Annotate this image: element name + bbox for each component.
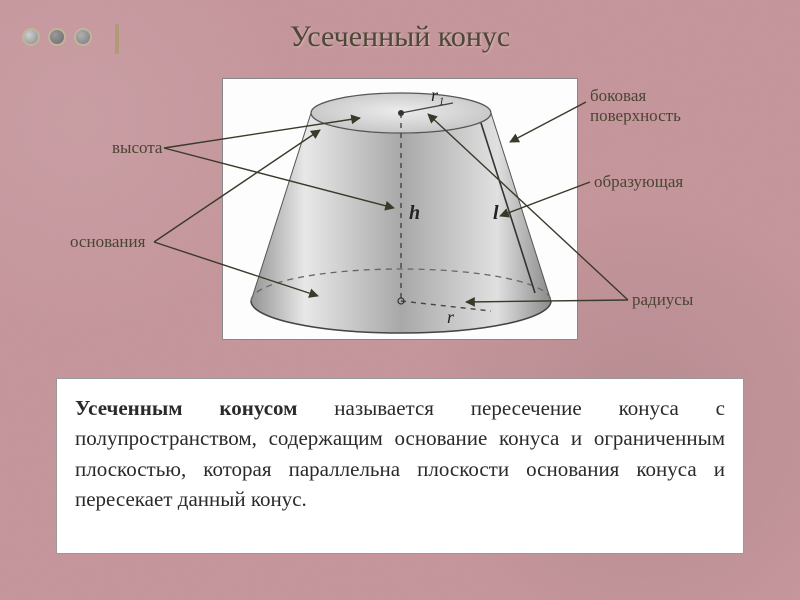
label-bases: основания: [70, 232, 145, 252]
page-title: Усеченный конус: [0, 20, 800, 54]
symbol-r1: r₁: [431, 85, 444, 105]
diagram-frame: r₁ h l r: [222, 78, 578, 340]
definition-box: Усеченным конусом называется пересечение…: [56, 378, 744, 554]
label-generatrix: образующая: [594, 172, 683, 192]
definition-term: Усеченным конусом: [75, 396, 297, 420]
label-lateral: боковаяповерхность: [590, 86, 681, 125]
label-radii: радиусы: [632, 290, 693, 310]
label-height: высота: [112, 138, 162, 158]
symbol-h: h: [409, 202, 420, 224]
cone-diagram: r₁ h l r: [223, 79, 579, 341]
symbol-r: r: [447, 307, 455, 327]
symbol-l: l: [493, 202, 499, 224]
